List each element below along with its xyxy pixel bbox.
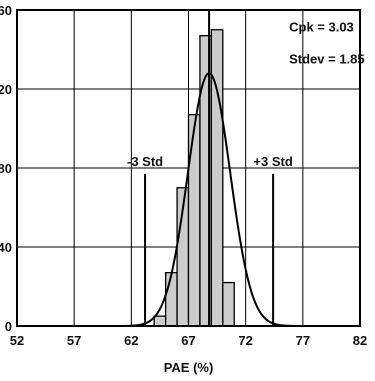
reference-label-1: +3 Std: [253, 154, 292, 169]
histogram-bars: [153, 29, 235, 327]
x-tick-label-3: 67: [181, 333, 195, 348]
x-axis-ticks: 52 57 62 67 72 77 82: [10, 333, 367, 348]
x-tick-label-0: 52: [10, 333, 24, 348]
x-tick-label-1: 57: [67, 333, 81, 348]
y-tick-label-1: 40: [0, 240, 12, 255]
y-tick-label-2: 80: [0, 161, 12, 176]
plot-frame: [16, 9, 361, 327]
y-tick-label-4: 160: [0, 3, 12, 18]
y-tick-label-0: 0: [5, 319, 12, 334]
y-axis-ticks: 0 40 80 120 160: [0, 3, 12, 334]
cpk-annotation: Cpk = 3.03: [289, 20, 354, 35]
stdev-annotation: Stdev = 1.85: [289, 51, 365, 66]
x-tick-label-4: 72: [238, 333, 252, 348]
x-tick-label-6: 82: [353, 333, 367, 348]
histogram-bar-0: [153, 315, 167, 327]
reference-label-0: -3 Std: [127, 154, 163, 169]
histogram-bar-1: [164, 272, 178, 327]
x-tick-label-5: 77: [296, 333, 310, 348]
histogram-bar-6: [222, 281, 235, 327]
x-tick-label-2: 62: [124, 333, 138, 348]
reference-lines: -3 Std +3 Std: [127, 10, 293, 326]
histogram-bar-5: [210, 29, 224, 327]
x-axis-label: PAE (%): [164, 360, 214, 375]
histogram-bar-3: [187, 114, 201, 327]
y-tick-label-3: 120: [0, 82, 12, 97]
